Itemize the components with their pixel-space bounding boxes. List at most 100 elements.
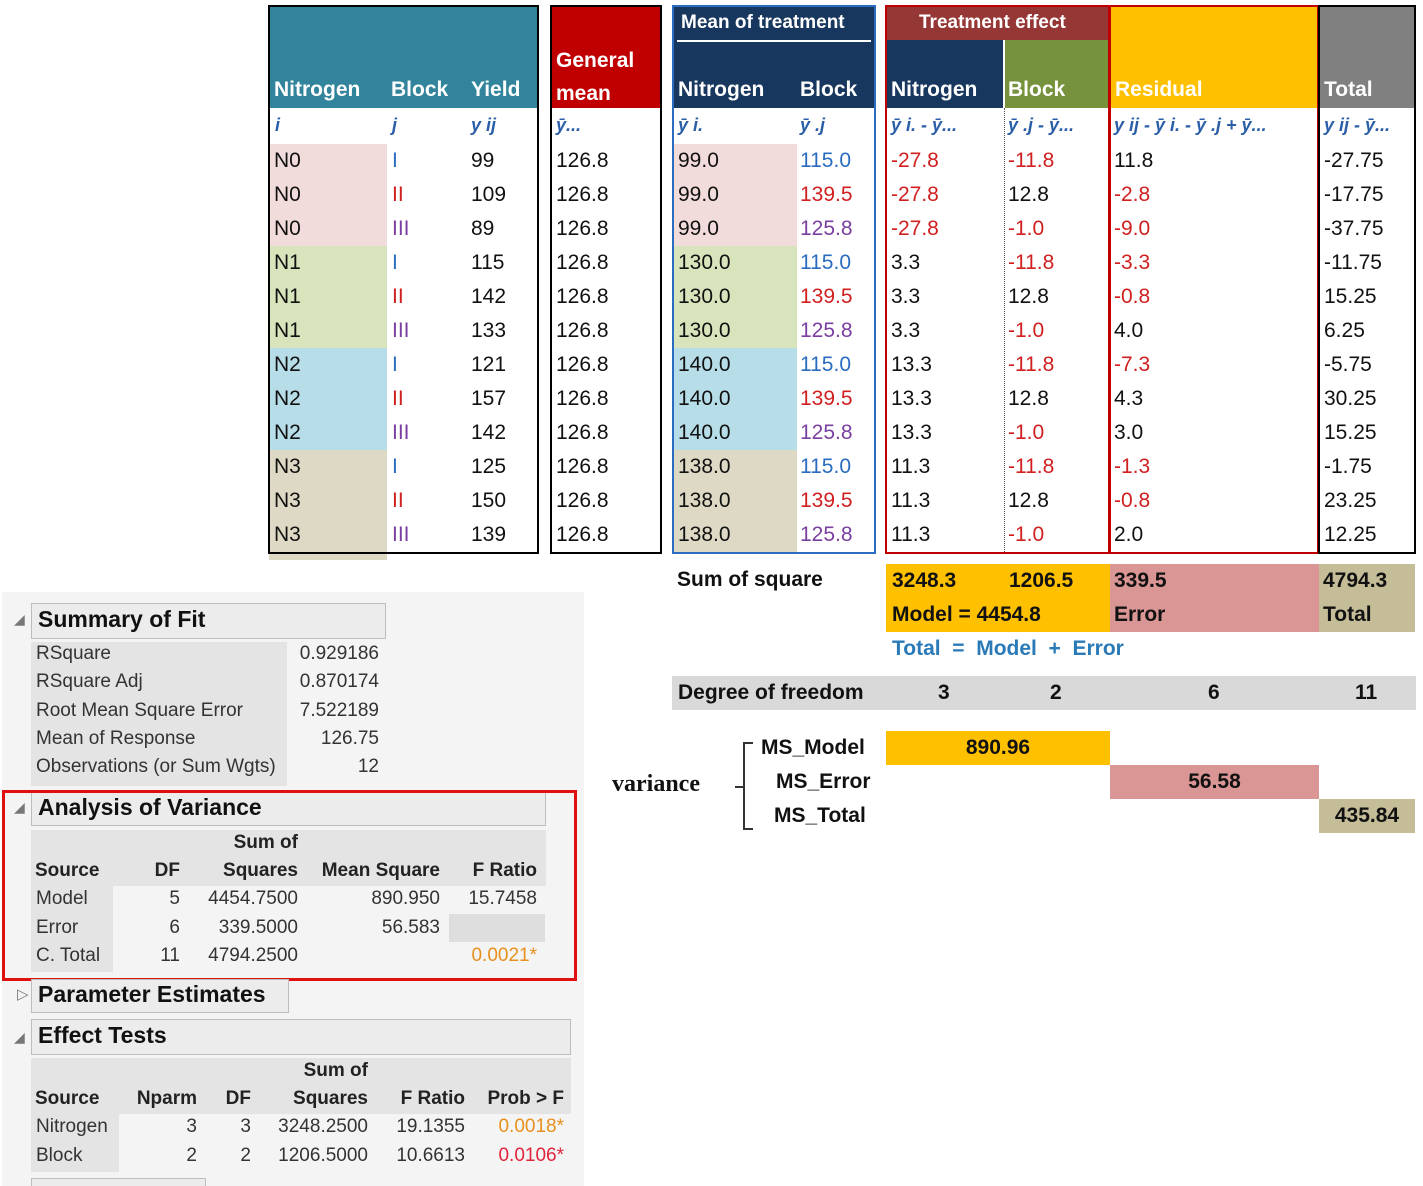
parameter-estimates-header[interactable] xyxy=(31,979,289,1013)
yield-value: 99 xyxy=(471,149,495,172)
effect-col-df: DF xyxy=(225,1088,251,1109)
total-value: -11.75 xyxy=(1324,251,1382,274)
header-data xyxy=(269,6,538,108)
general-mean-value: 126.8 xyxy=(556,353,609,376)
nitrogen-level: N1 xyxy=(274,285,301,308)
anova-source-col-bg xyxy=(31,886,113,972)
anova-col-header-bg xyxy=(31,830,546,886)
mean-block-value: 115.0 xyxy=(800,353,851,376)
collapse-triangle-icon[interactable]: ◢ xyxy=(14,611,25,627)
effect-col-f: F Ratio xyxy=(400,1088,465,1109)
effect-source: Block xyxy=(36,1144,83,1166)
ss-total-label: Total xyxy=(1323,603,1372,626)
mean-block-value: 115.0 xyxy=(800,251,851,274)
general-mean-value: 126.8 xyxy=(556,217,609,240)
summary-of-fit-value: 12 xyxy=(357,756,379,778)
anova-ms: 56.583 xyxy=(381,916,440,938)
symbol-yi-minus: ȳ i. - ȳ... xyxy=(891,115,958,135)
mean-block-value: 139.5 xyxy=(800,183,853,206)
symbol-ybar: ȳ... xyxy=(556,115,582,135)
ss-nitrogen: 3248.3 xyxy=(892,569,957,592)
effect-tests-title: Effect Tests xyxy=(38,1022,167,1048)
expand-triangle-icon[interactable]: ▷ xyxy=(17,986,29,1003)
header-mean-treatment-bg xyxy=(673,6,875,108)
yield-value: 89 xyxy=(471,217,495,240)
anova-title: Analysis of Variance xyxy=(38,794,262,820)
effect-nparm: 3 xyxy=(186,1116,197,1137)
block-level: I xyxy=(392,455,398,478)
ss-total-bg xyxy=(1319,564,1415,632)
mean-nitrogen-value: 99.0 xyxy=(678,217,719,240)
residual-value: 11.8 xyxy=(1114,149,1154,172)
anova-header[interactable] xyxy=(31,792,546,826)
anova-prob-bg xyxy=(449,914,545,942)
anova-col-f: F Ratio xyxy=(472,860,537,881)
header-treatment-effect: Treatment effect xyxy=(919,12,1066,33)
summary-of-fit-value: 126.75 xyxy=(320,727,379,749)
dof-total: 11 xyxy=(1355,681,1378,704)
group-band-n0 xyxy=(269,144,387,246)
ms-error-label: MS_Error xyxy=(776,770,871,793)
summary-label-column xyxy=(31,642,287,786)
effect-col-header-bg xyxy=(31,1058,571,1114)
block-level: II xyxy=(392,285,404,308)
effect-block-value: 12.8 xyxy=(1008,489,1049,512)
nitrogen-level: N2 xyxy=(274,421,301,444)
nitrogen-level: N3 xyxy=(274,523,301,546)
block-level: I xyxy=(392,353,398,376)
symbol-yi: ȳ i. xyxy=(678,115,704,135)
summary-of-fit-value: 0.870174 xyxy=(299,671,379,693)
ss-block: 1206.5 xyxy=(1009,569,1074,592)
header-treatment-effect-bg xyxy=(886,6,1109,40)
border-general-mean xyxy=(550,5,662,554)
ms-total-value: 435.84 xyxy=(1319,799,1415,833)
nitrogen-level: N3 xyxy=(274,489,301,512)
effect-nitrogen-value: -27.8 xyxy=(891,149,939,172)
ss-error-bg xyxy=(1110,564,1319,632)
mean-nitrogen-value: 130.0 xyxy=(678,251,731,274)
anova-source: Error xyxy=(36,916,79,938)
header-te-block: Block xyxy=(1008,78,1066,101)
effect-block-value: 12.8 xyxy=(1008,183,1049,206)
ms-total-label: MS_Total xyxy=(774,804,866,827)
yield-value: 109 xyxy=(471,183,507,206)
total-value: 12.25 xyxy=(1324,523,1377,546)
anova-col-ms: Mean Square xyxy=(321,860,440,881)
summary-of-fit-label: RSquare Adj xyxy=(36,671,143,693)
symbol-j: j xyxy=(392,115,398,135)
header-mean-of-treatment: Mean of treatment xyxy=(681,12,845,33)
mean-block-value: 125.8 xyxy=(800,523,853,546)
block-level: II xyxy=(392,387,404,410)
effect-p: 0.0106* xyxy=(498,1144,564,1166)
header-mt-nitrogen: Nitrogen xyxy=(678,78,765,101)
residual-value: 2.0 xyxy=(1114,523,1144,546)
mean-block-value: 125.8 xyxy=(800,217,853,240)
effect-ss: 3248.2500 xyxy=(278,1116,368,1137)
symbol-i: i xyxy=(275,115,281,135)
yield-value: 150 xyxy=(471,489,507,512)
ss-total: 4794.3 xyxy=(1323,569,1388,592)
effect-tests-header[interactable] xyxy=(31,1019,571,1055)
dof-bg xyxy=(672,676,1416,710)
dof-residual: 6 xyxy=(1208,681,1220,704)
summary-of-fit-label: Root Mean Square Error xyxy=(36,699,243,721)
anova-df: 6 xyxy=(169,916,180,938)
variance-brace-tick xyxy=(735,786,744,788)
summary-of-fit-header[interactable] xyxy=(31,603,386,639)
residual-value: -0.8 xyxy=(1114,285,1151,308)
effect-block-value: 12.8 xyxy=(1008,285,1049,308)
collapse-triangle-icon[interactable]: ◢ xyxy=(14,799,25,815)
nitrogen-level: N2 xyxy=(274,353,301,376)
total-value: -1.75 xyxy=(1324,455,1372,478)
ss-model: Model = 4454.8 xyxy=(892,603,1041,626)
residual-value: 4.0 xyxy=(1114,319,1144,342)
mean-block-value: 115.0 xyxy=(800,455,851,478)
effect-nitrogen-value: 11.3 xyxy=(891,489,931,512)
block-level: III xyxy=(392,217,410,240)
collapse-triangle-icon[interactable]: ◢ xyxy=(14,1029,25,1045)
variance-brace xyxy=(743,742,753,830)
anova-df: 5 xyxy=(169,888,180,909)
group-band-n1 xyxy=(673,246,797,348)
block-level: III xyxy=(392,319,410,342)
mean-block-value: 115.0 xyxy=(800,149,851,172)
